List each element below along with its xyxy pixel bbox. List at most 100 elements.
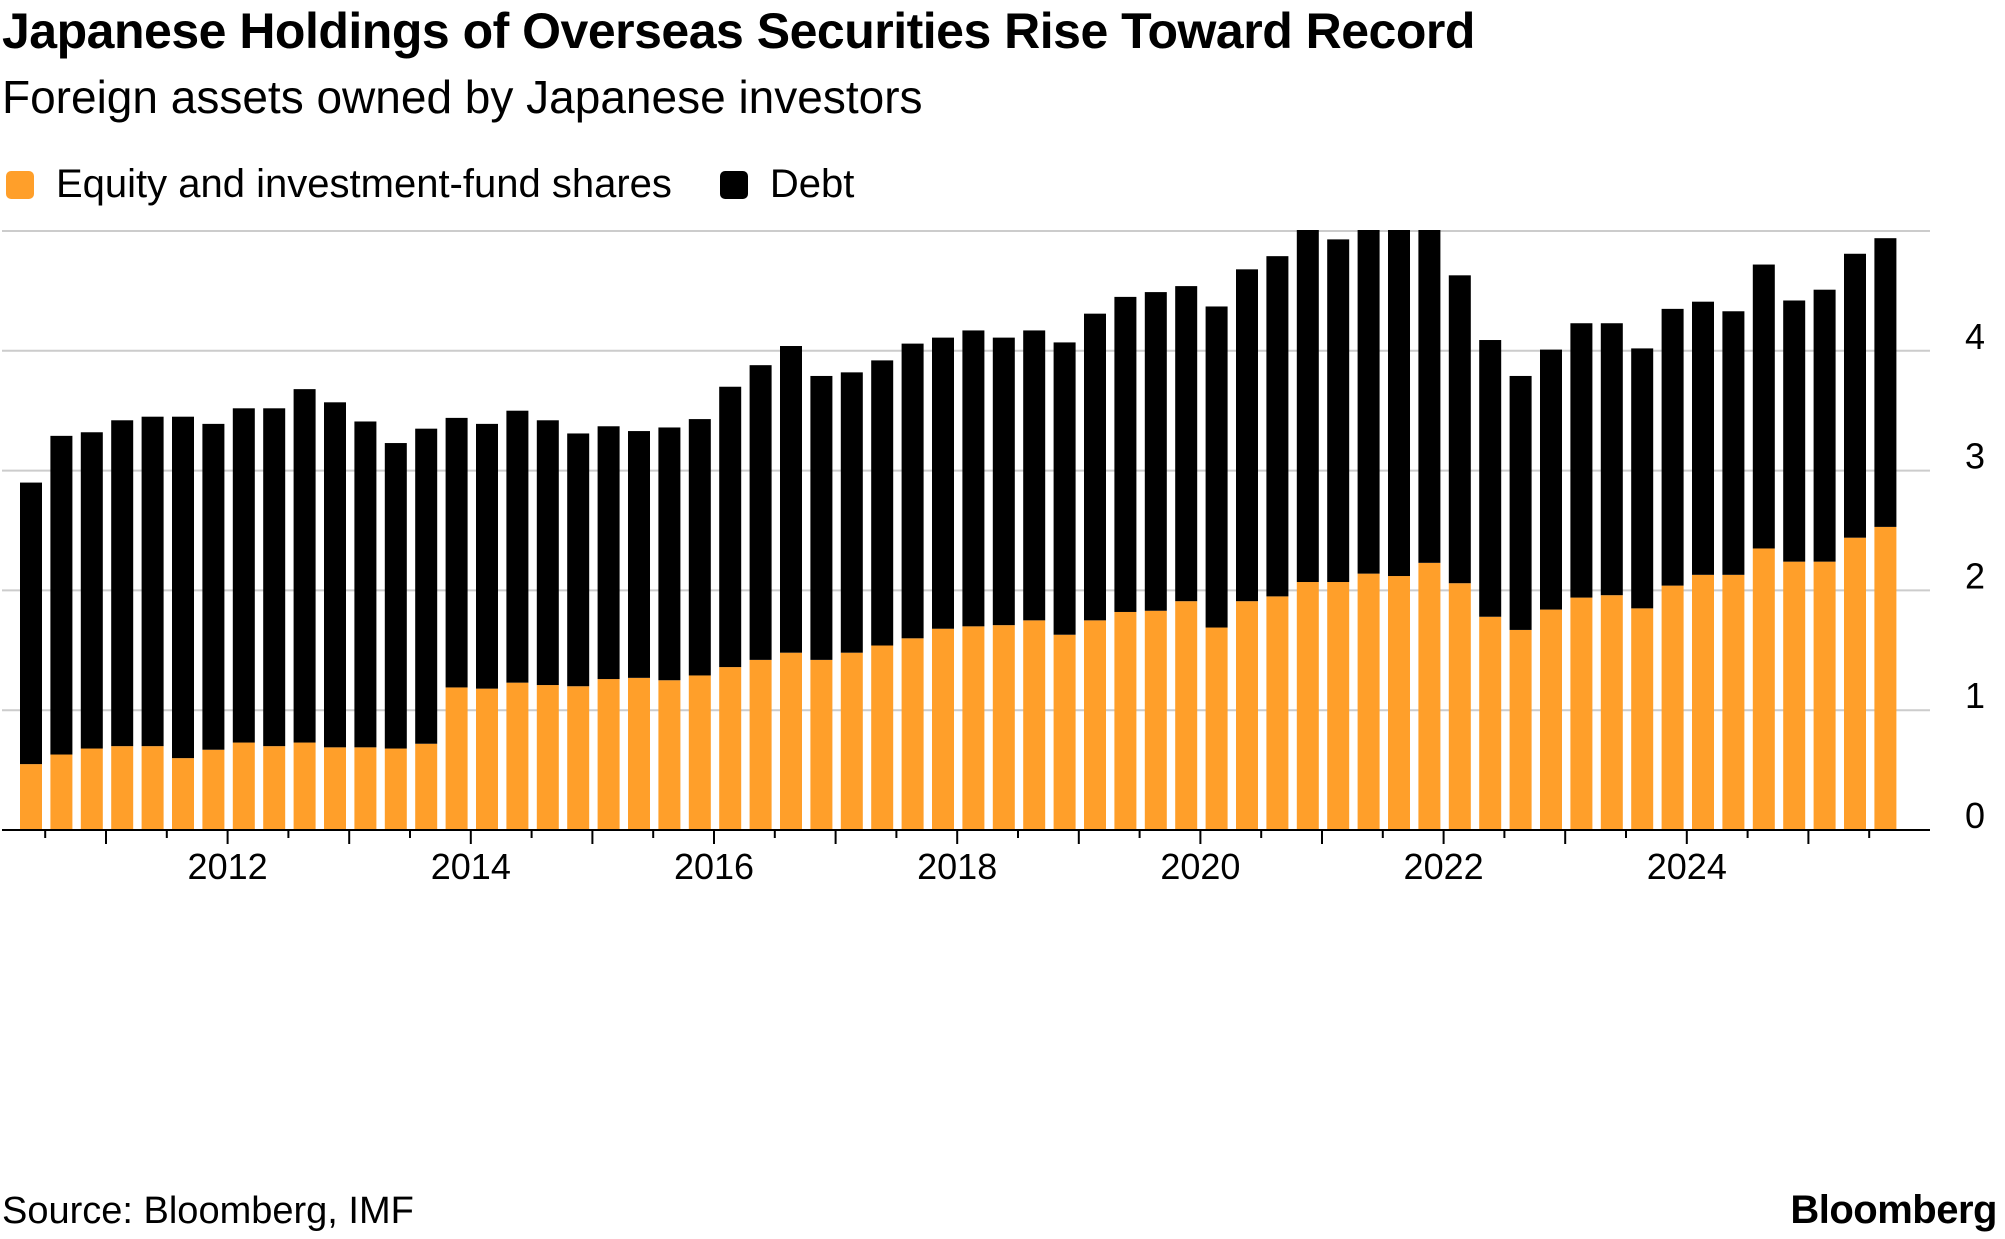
legend-swatch-debt [719, 170, 748, 199]
legend-label-equity: Equity and investment-fund shares [56, 162, 672, 206]
y-tick-label-4: 4 [1965, 316, 1985, 357]
bar-equity-42 [1296, 582, 1319, 830]
bar-equity-7 [232, 742, 255, 830]
bar-debt-30 [932, 337, 954, 629]
bar-equity-30 [932, 628, 954, 830]
x-tick-label-2018: 2018 [917, 846, 997, 887]
bar-debt-24 [749, 365, 772, 660]
bar-debt-43 [1327, 239, 1350, 583]
bar-equity-60 [1844, 537, 1866, 830]
x-tick-label-2014: 2014 [431, 846, 511, 887]
bar-debt-44 [1357, 230, 1380, 574]
x-tick-label-2022: 2022 [1404, 846, 1484, 887]
bar-debt-13 [415, 428, 438, 744]
bar-debt-11 [354, 421, 377, 748]
bar-debt-3 [111, 420, 134, 747]
legend-label-debt: Debt [769, 162, 855, 206]
legend-swatch-equity [6, 170, 34, 199]
bar-debt-34 [1053, 342, 1076, 635]
bar-equity-48 [1479, 616, 1502, 830]
bar-debt-9 [293, 389, 316, 743]
bars [20, 230, 1897, 830]
bar-equity-11 [354, 747, 377, 830]
y-tick-label-1: 1 [1965, 675, 1985, 716]
bar-equity-1 [50, 754, 73, 830]
bar-debt-29 [901, 343, 924, 639]
legend-item-equity: Equity and investment-fund shares [6, 162, 672, 207]
bar-debt-20 [628, 431, 650, 678]
bar-equity-33 [1023, 620, 1046, 830]
bar-equity-52 [1600, 595, 1623, 830]
bar-equity-40 [1236, 601, 1258, 830]
legend-item-debt: Debt [719, 162, 855, 207]
bar-equity-26 [810, 659, 833, 830]
bar-equity-24 [749, 659, 772, 830]
bar-debt-32 [992, 337, 1015, 626]
bar-equity-45 [1388, 576, 1410, 830]
bar-equity-13 [415, 743, 438, 830]
bar-debt-21 [658, 427, 681, 681]
bar-equity-23 [719, 667, 742, 830]
bar-debt-42 [1296, 230, 1319, 583]
bar-equity-12 [384, 748, 407, 830]
bar-debt-52 [1600, 323, 1623, 596]
bar-debt-61 [1874, 238, 1897, 527]
bar-equity-19 [597, 679, 620, 830]
bar-equity-27 [840, 652, 863, 830]
bar-debt-0 [20, 482, 42, 765]
bar-debt-5 [172, 416, 194, 759]
bar-equity-54 [1661, 585, 1684, 830]
bar-debt-4 [141, 416, 164, 747]
bar-equity-57 [1752, 548, 1775, 830]
legend: Equity and investment-fund shares Debt [6, 162, 902, 207]
bar-debt-40 [1236, 269, 1258, 602]
bar-equity-4 [141, 746, 164, 830]
bar-debt-2 [80, 432, 103, 749]
bar-debt-17 [536, 420, 559, 686]
bar-debt-18 [567, 433, 590, 687]
bar-debt-6 [202, 423, 225, 750]
bar-equity-59 [1813, 561, 1836, 830]
bar-equity-55 [1692, 574, 1714, 830]
x-tick-label-2024: 2024 [1647, 846, 1727, 887]
bar-equity-50 [1540, 609, 1562, 830]
bar-debt-22 [688, 419, 711, 676]
bar-debt-28 [871, 360, 894, 646]
bar-equity-29 [901, 638, 924, 830]
bar-equity-28 [871, 645, 894, 830]
bar-debt-56 [1722, 311, 1745, 575]
bar-debt-49 [1509, 375, 1532, 630]
bar-debt-35 [1084, 313, 1106, 621]
bar-equity-36 [1114, 611, 1137, 830]
bar-equity-5 [172, 758, 194, 830]
bar-equity-46 [1418, 562, 1441, 830]
bar-debt-50 [1540, 349, 1562, 610]
bar-debt-51 [1570, 323, 1593, 598]
x-tick-label-2016: 2016 [674, 846, 754, 887]
bar-debt-23 [719, 386, 742, 668]
bar-equity-20 [628, 677, 650, 830]
bar-debt-46 [1418, 230, 1441, 563]
y-tick-label-3: 3 [1965, 436, 1985, 477]
bar-equity-58 [1783, 561, 1806, 830]
bar-equity-39 [1205, 627, 1228, 830]
bar-equity-35 [1084, 620, 1106, 830]
bar-debt-45 [1388, 230, 1410, 577]
bar-equity-3 [111, 746, 134, 830]
bar-debt-14 [445, 417, 468, 688]
bar-equity-51 [1570, 597, 1593, 830]
bar-equity-49 [1509, 629, 1532, 830]
bar-debt-59 [1813, 289, 1836, 562]
bar-equity-17 [536, 685, 559, 830]
bar-debt-8 [263, 408, 286, 747]
bar-equity-32 [992, 625, 1015, 830]
source-note: Source: Bloomberg, IMF [2, 1190, 414, 1232]
bar-equity-43 [1327, 582, 1350, 830]
bar-debt-7 [232, 408, 255, 743]
x-axis-ticks: 2012 2014 2016 2018 2020 2022 2024 [44, 830, 1871, 887]
bar-equity-56 [1722, 574, 1745, 830]
bar-equity-16 [506, 682, 529, 830]
bar-equity-8 [263, 746, 286, 830]
